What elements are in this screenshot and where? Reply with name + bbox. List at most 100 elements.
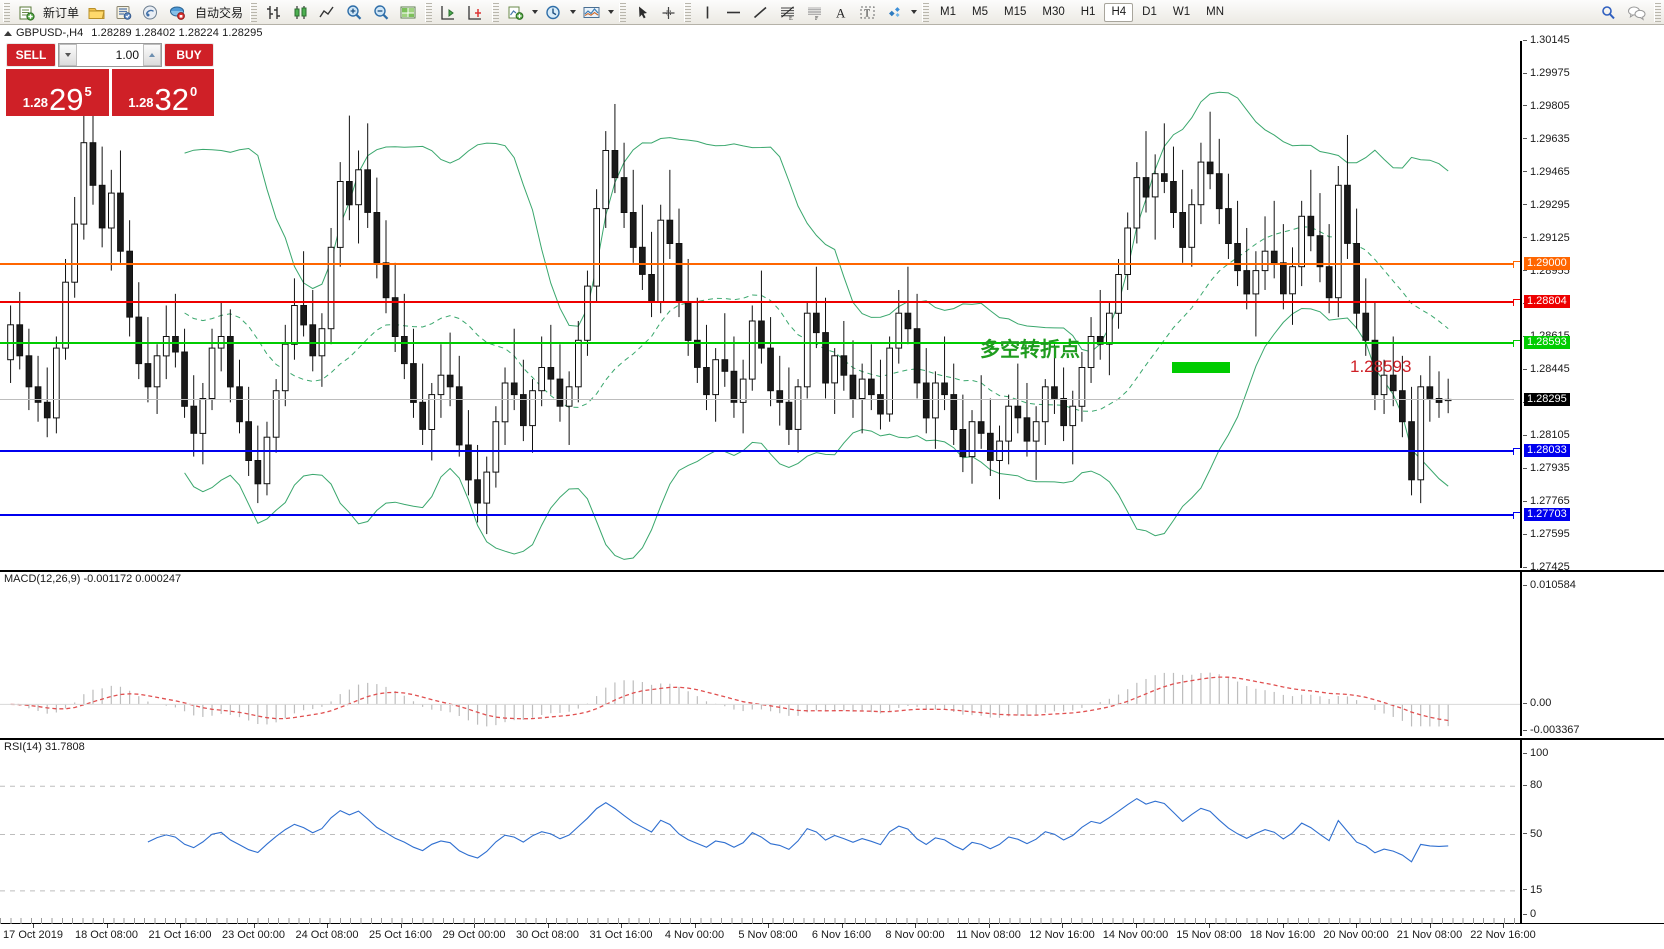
volume-input[interactable]: 1.00 xyxy=(115,48,139,62)
svg-text:F: F xyxy=(815,16,819,21)
folder-icon[interactable] xyxy=(84,1,109,23)
time-tick-mark xyxy=(1503,924,1504,928)
chart-header: GBPUSD-,H4 1.28289 1.28402 1.28224 1.282… xyxy=(0,25,1664,41)
toolbar-grip-5[interactable] xyxy=(619,2,627,22)
price-plot-area[interactable]: 多空转折点 1.28593 xyxy=(0,41,1520,568)
time-axis[interactable]: 17 Oct 2019 18 Oct 08:00 21 Oct 16:00 23 Oc… xyxy=(0,918,1664,949)
autotrading-label[interactable]: 自动交易 xyxy=(195,5,244,20)
buy-button[interactable]: BUY xyxy=(164,43,214,67)
level-handle[interactable] xyxy=(1513,339,1520,347)
volume-increase-button[interactable] xyxy=(143,44,161,66)
timeframe-h4[interactable]: H4 xyxy=(1104,2,1134,22)
period-dropdown-arrow[interactable] xyxy=(567,1,578,23)
candlestick-chart-icon[interactable] xyxy=(288,1,313,23)
indicators-icon[interactable] xyxy=(503,1,528,23)
timeframe-h1[interactable]: H1 xyxy=(1080,6,1096,18)
period-icon[interactable] xyxy=(541,1,566,23)
shapes-icon[interactable] xyxy=(882,1,907,23)
rsi-plot-area[interactable] xyxy=(0,740,1520,923)
one-click-trading-panel[interactable]: SELL 1.00 BUY 1.28 29 5 1.28 32 0 xyxy=(6,43,214,118)
level-handle[interactable] xyxy=(1513,260,1520,268)
price-tick: 1.29465 xyxy=(1522,166,1570,178)
level-handle[interactable] xyxy=(1513,298,1520,306)
sell-price-fraction: 5 xyxy=(84,84,92,99)
toolbar-grip-3[interactable] xyxy=(425,2,433,22)
text-label-icon[interactable]: T xyxy=(855,1,880,23)
timeframe-m5[interactable]: M5 xyxy=(972,6,988,18)
templates-icon[interactable] xyxy=(579,1,604,23)
volume-decrease-button[interactable] xyxy=(59,44,77,66)
new-order-button[interactable] xyxy=(14,1,38,23)
toolbar-grip-2[interactable] xyxy=(250,2,258,22)
level-line-current-price[interactable] xyxy=(0,397,1520,404)
autotrading-icon[interactable] xyxy=(165,1,190,23)
text-icon[interactable]: A xyxy=(829,1,853,23)
vertical-line-icon[interactable] xyxy=(695,1,719,23)
zoom-in-icon[interactable] xyxy=(342,1,367,23)
price-axis[interactable]: 1.30145 1.29975 1.29805 1.29635 1.29465 1.292… xyxy=(1520,34,1664,573)
collapse-triangle-icon[interactable] xyxy=(4,30,12,36)
level-line-support-blue-2[interactable] xyxy=(0,512,1520,520)
trendline-icon[interactable] xyxy=(748,1,773,23)
timeframe-w1[interactable]: W1 xyxy=(1172,6,1191,18)
level-handle[interactable] xyxy=(1513,512,1520,520)
toolbar-grip-4[interactable] xyxy=(492,2,500,22)
zoom-out-icon[interactable] xyxy=(369,1,394,23)
buy-price-block[interactable]: 1.28 32 0 xyxy=(111,69,214,116)
macd-tick: -0.003367 xyxy=(1522,724,1580,736)
profile-icon[interactable] xyxy=(111,1,136,23)
axis-chip-resistance-orange: 1.29000 xyxy=(1524,256,1570,270)
chart-shift-icon[interactable] xyxy=(436,1,461,23)
equidistant-channel-icon[interactable]: F xyxy=(802,1,827,23)
crosshair-icon[interactable] xyxy=(656,1,680,23)
time-axis-label: 12 Nov 16:00 xyxy=(1029,929,1095,941)
rsi-tick: 15 xyxy=(1522,884,1542,896)
indicators-dropdown-arrow[interactable] xyxy=(529,1,540,23)
level-line-pivot-green[interactable] xyxy=(0,339,1520,347)
level-line-resistance-orange[interactable] xyxy=(0,260,1520,268)
tile-windows-icon[interactable] xyxy=(396,1,421,23)
templates-dropdown-arrow[interactable] xyxy=(605,1,616,23)
time-axis-minor-ticks xyxy=(0,918,1520,924)
bar-chart-icon[interactable] xyxy=(261,1,286,23)
time-axis-label: 21 Nov 08:00 xyxy=(1396,929,1463,941)
shapes-dropdown-arrow[interactable] xyxy=(908,1,919,23)
horizontal-line-icon[interactable] xyxy=(721,1,746,23)
new-order-label[interactable]: 新订单 xyxy=(43,5,80,20)
time-tick-mark xyxy=(253,924,255,928)
toolbar-grip-end[interactable] xyxy=(1654,2,1661,22)
time-axis-label: 14 Nov 00:00 xyxy=(1102,929,1169,941)
svg-text:E: E xyxy=(789,16,793,21)
toolbar-grip-7[interactable] xyxy=(922,2,930,22)
level-line-resistance-red[interactable] xyxy=(0,298,1520,306)
chat-icon[interactable] xyxy=(1623,1,1650,23)
macd-axis[interactable]: 0.010584 0.00 -0.003367 xyxy=(1520,572,1664,736)
rsi-pane: RSI(14) 31.7808 100 80 50 15 0 xyxy=(0,738,1664,923)
sell-button[interactable]: SELL xyxy=(6,43,56,67)
time-tick-mark xyxy=(768,924,769,928)
main-toolbar: 新订单 xyxy=(0,0,1664,25)
time-axis-label: 29 Oct 00:00 xyxy=(442,929,506,941)
line-chart-icon[interactable] xyxy=(315,1,340,23)
signals-icon[interactable] xyxy=(138,1,163,23)
fibonacci-icon[interactable]: E xyxy=(775,1,800,23)
volume-stepper[interactable]: 1.00 xyxy=(58,43,162,67)
timeframe-m1[interactable]: M1 xyxy=(940,6,957,18)
time-axis-label: 20 Nov 00:00 xyxy=(1323,929,1389,941)
sell-price-block[interactable]: 1.28 29 5 xyxy=(6,69,109,116)
timeframe-m15[interactable]: M15 xyxy=(1004,6,1027,18)
timeframe-m30[interactable]: M30 xyxy=(1042,6,1065,18)
level-handle[interactable] xyxy=(1513,448,1520,456)
level-line-support-blue-1[interactable] xyxy=(0,448,1520,456)
toolbar-grip-6[interactable] xyxy=(684,2,692,22)
macd-plot-area[interactable] xyxy=(0,572,1520,736)
timeframe-d1[interactable]: D1 xyxy=(1142,6,1157,18)
auto-scroll-icon[interactable] xyxy=(463,1,488,23)
toolbar-grip[interactable] xyxy=(3,2,10,22)
time-axis-label: 15 Nov 08:00 xyxy=(1176,929,1242,941)
rsi-axis[interactable]: 100 80 50 15 0 xyxy=(1520,740,1664,923)
cursor-icon[interactable] xyxy=(630,1,654,23)
timeframe-mn[interactable]: MN xyxy=(1206,6,1224,18)
search-icon[interactable] xyxy=(1596,1,1621,23)
price-pane: 多空转折点 1.28593 1.30145 1.29975 1.29805 1.296… xyxy=(0,34,1664,573)
